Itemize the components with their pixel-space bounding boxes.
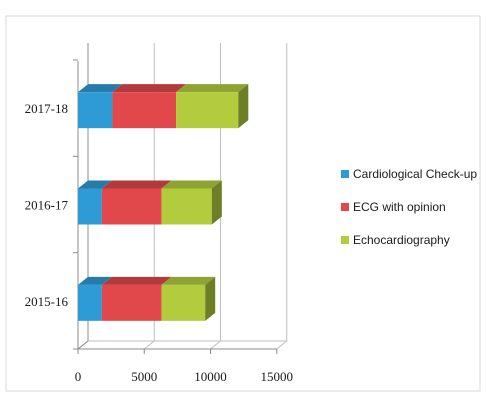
- floor-depth-line: [276, 340, 288, 350]
- bar-top-face: [78, 180, 112, 189]
- chart-border: [5, 15, 481, 392]
- bar-segment: [78, 92, 113, 129]
- y-tick-label: 2015-16: [25, 294, 69, 309]
- bar-side-face: [205, 276, 216, 321]
- bar-side-face: [211, 180, 222, 225]
- bars: [78, 84, 249, 321]
- x-tick-label: 10000: [194, 369, 227, 384]
- legend-label: Cardiological Check-up: [353, 167, 477, 181]
- bar-segment: [101, 188, 162, 225]
- x-axis-labels: 0 5000 10000 15000: [75, 369, 293, 384]
- bar-top-face: [78, 276, 112, 285]
- legend-label: ECG with opinion: [353, 200, 446, 214]
- bar-top-face: [112, 84, 187, 93]
- legend-swatch: [341, 170, 349, 178]
- bar-segment: [78, 284, 102, 321]
- x-tick-label: 15000: [261, 369, 294, 384]
- bar-top-face: [101, 276, 172, 285]
- floor-depth-line: [143, 340, 155, 350]
- bar-top-face: [101, 180, 172, 189]
- y-tick-label: 2017-18: [25, 101, 68, 116]
- legend-swatch: [341, 236, 349, 244]
- legend: Cardiological Check-up ECG with opinion Ec…: [341, 167, 477, 247]
- floor-depth-line: [210, 340, 221, 350]
- bar-segment: [101, 284, 162, 321]
- bar-group-2017-18: [78, 84, 249, 129]
- bar-segment: [176, 92, 239, 129]
- bar-top-face: [161, 276, 216, 285]
- bar-segment: [161, 188, 212, 225]
- axis-depth-line: [77, 340, 89, 350]
- bar-group-2015-16: [78, 276, 216, 321]
- bar-segment: [78, 188, 102, 225]
- legend-label: Echocardiography: [353, 233, 450, 247]
- bar-top-face: [78, 84, 123, 93]
- bar-segment: [112, 92, 177, 129]
- y-tick-label: 2016-17: [25, 198, 69, 213]
- bar-side-face: [238, 84, 249, 129]
- y-axis-labels: 2015-16 2016-17 2017-18: [25, 101, 69, 309]
- bar-segment: [161, 284, 206, 321]
- bar-top-face: [176, 84, 249, 93]
- x-tick-label: 0: [75, 369, 82, 384]
- bar-group-2016-17: [78, 180, 222, 225]
- x-tick-label: 5000: [131, 369, 157, 384]
- legend-swatch: [341, 203, 349, 211]
- bar-top-face: [161, 180, 222, 189]
